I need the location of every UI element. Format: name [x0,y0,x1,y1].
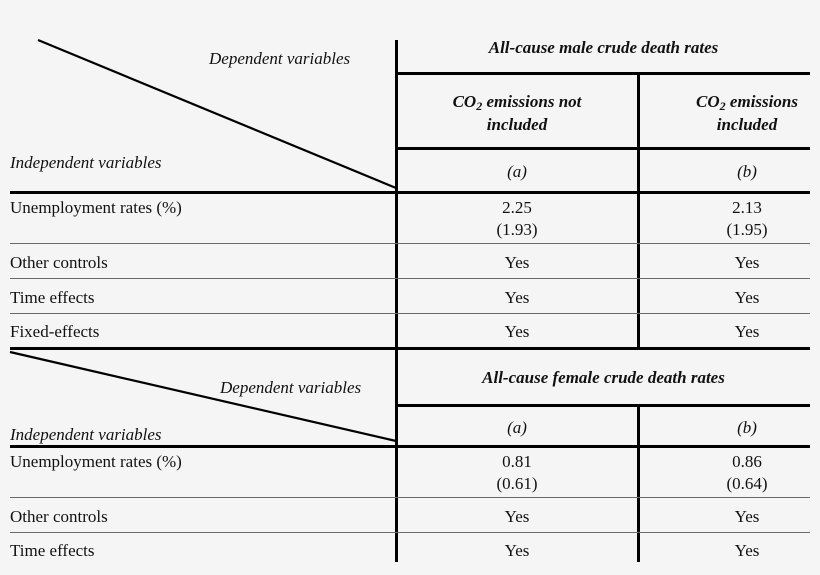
male-dependent-variables-label: Dependent variables [209,49,351,68]
row-label: Unemployment rates (%) [10,452,182,471]
cell-standard-error: (1.93) [496,220,538,239]
cell-value: Yes [734,288,760,307]
cell-standard-error: (0.64) [726,474,768,493]
male-panel-bottom-rule [10,347,810,350]
cell-value: Yes [734,322,760,341]
row-label: Time effects [10,541,95,560]
row-rule [10,243,810,244]
male-corner-diagonal [37,38,397,190]
row-rule [10,497,810,498]
row-rule [10,278,810,279]
cell-value: Yes [734,541,760,560]
male-panel-title: All-cause male crude death rates [488,38,719,57]
row-label: Other controls [10,253,108,272]
stub-column-divider [395,40,398,562]
cell-value: Yes [504,288,530,307]
cell-coefficient: 2.13 [732,198,762,217]
female-independent-variables-label: Independent variables [10,425,162,444]
cell-value: Yes [504,253,530,272]
female-panel-title: All-cause female crude death rates [482,368,725,387]
male-col-a-header-line1: CO2 emissions not [452,92,582,113]
row-label: Unemployment rates (%) [10,198,182,217]
male-subheader-rule [397,147,810,150]
cell-value: Yes [504,322,530,341]
male-col-a-header-line2: included [486,115,548,134]
cell-value: Yes [734,253,760,272]
male-col-b-header-line1: CO2 emissions [696,92,798,113]
row-label: Time effects [10,288,95,307]
cell-standard-error: (0.61) [496,474,538,493]
cell-value: Yes [734,507,760,526]
cell-coefficient: 2.25 [502,198,532,217]
female-col-a-tag: (a) [507,418,527,437]
cell-value: Yes [504,541,530,560]
row-label: Other controls [10,507,108,526]
male-header-bottom-rule [10,191,810,194]
male-title-rule [397,72,810,75]
male-col-a-tag: (a) [507,162,527,181]
female-header-bottom-rule [10,445,810,448]
female-dependent-variables-label: Dependent variables [220,378,362,397]
female-corner-diagonal [9,350,397,443]
cell-standard-error: (1.95) [726,220,768,239]
male-col-b-header-line2: included [716,115,778,134]
row-label: Fixed-effects [10,322,100,341]
female-title-rule [397,404,810,407]
female-column-divider [637,404,640,562]
female-col-b-tag: (b) [737,418,757,437]
row-rule [10,313,810,314]
male-col-b-tag: (b) [737,162,757,181]
cell-value: Yes [504,507,530,526]
male-column-divider [637,72,640,349]
male-independent-variables-label: Independent variables [10,153,162,172]
row-rule [10,532,810,533]
cell-coefficient: 0.86 [732,452,762,471]
cell-coefficient: 0.81 [502,452,532,471]
